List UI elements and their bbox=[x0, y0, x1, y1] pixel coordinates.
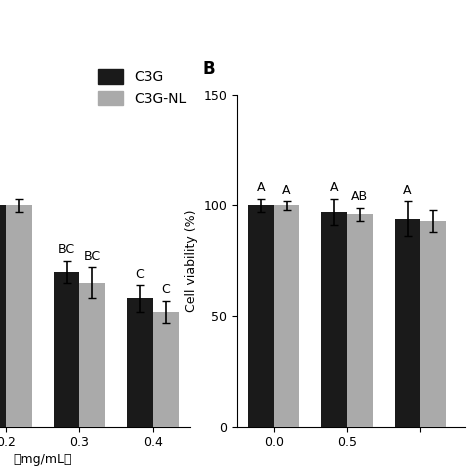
Bar bbox=[54, 272, 79, 427]
Bar bbox=[0, 205, 6, 427]
Bar bbox=[6, 205, 32, 427]
Text: AB: AB bbox=[351, 190, 368, 203]
Bar bbox=[321, 212, 347, 427]
Text: A: A bbox=[330, 182, 338, 194]
Bar bbox=[153, 311, 179, 427]
Legend: C3G, C3G-NL: C3G, C3G-NL bbox=[92, 64, 192, 111]
X-axis label: （mg/mL）: （mg/mL） bbox=[13, 454, 72, 466]
Y-axis label: Cell viability (%): Cell viability (%) bbox=[185, 210, 198, 312]
Text: C: C bbox=[136, 268, 145, 281]
Bar bbox=[79, 283, 105, 427]
Bar bbox=[395, 219, 420, 427]
Bar bbox=[127, 298, 153, 427]
Text: A: A bbox=[283, 183, 291, 197]
Text: A: A bbox=[256, 182, 265, 194]
Text: BC: BC bbox=[84, 250, 101, 263]
Text: BC: BC bbox=[58, 243, 75, 256]
Text: B: B bbox=[203, 60, 216, 78]
Text: C: C bbox=[161, 283, 170, 296]
Bar bbox=[347, 214, 373, 427]
Bar bbox=[248, 205, 273, 427]
Bar bbox=[420, 221, 446, 427]
Bar bbox=[273, 205, 300, 427]
Text: A: A bbox=[403, 183, 412, 197]
